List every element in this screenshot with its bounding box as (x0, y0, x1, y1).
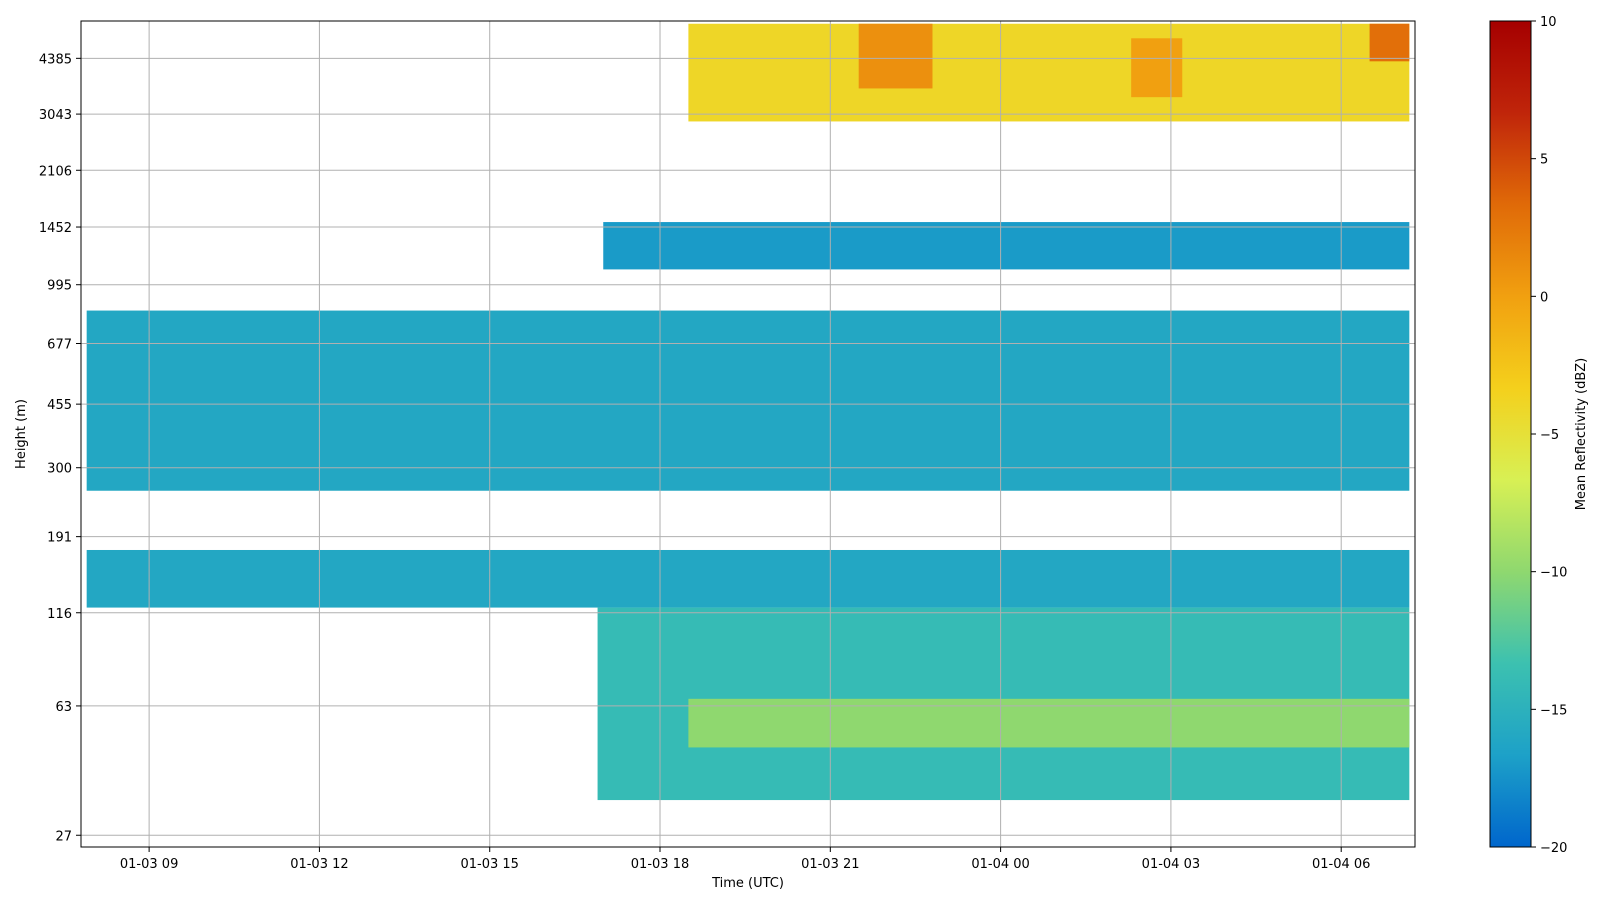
heatmap-region-8 (1369, 23, 1410, 62)
y-axis-title: Height (m) (14, 399, 29, 469)
x-axis-title: Time (UTC) (711, 876, 784, 891)
y-tick-label: 455 (47, 398, 72, 413)
colorbar-tick-label: −15 (1540, 703, 1567, 718)
x-tick-label: 01-03 18 (631, 857, 689, 872)
y-tick-label: 1452 (39, 221, 72, 236)
x-tick-label: 01-03 21 (801, 857, 859, 872)
heatmap-region-3 (688, 698, 1410, 748)
x-tick-label: 01-04 06 (1312, 857, 1370, 872)
plot-frame (80, 20, 1416, 848)
colorbar-gradient (1489, 20, 1532, 848)
x-tick-label: 01-04 00 (971, 857, 1029, 872)
colorbar-tick-label: 5 (1540, 153, 1548, 168)
y-tick-label: 27 (55, 829, 72, 844)
colorbar-title: Mean Reflectivity (dBZ) (1574, 358, 1589, 511)
y-tick-label: 300 (47, 462, 72, 477)
y-tick-label: 63 (55, 700, 72, 715)
y-tick-label: 116 (47, 607, 72, 622)
y-axis-ticks: 27 63 116 191 300 455 677 995 1452 2106 3043 4385 (39, 52, 81, 844)
x-tick-label: 01-03 12 (290, 857, 348, 872)
reflectivity-heatmap (86, 23, 1410, 801)
x-axis-ticks: 01-03 09 01-03 12 01-03 15 01-03 18 01-03 21… (120, 847, 1370, 872)
colorbar-tick-label: −10 (1540, 566, 1567, 581)
x-tick-label: 01-04 03 (1142, 857, 1200, 872)
heatmap-region-5 (688, 23, 1410, 122)
heatmap-region-0 (86, 310, 1410, 491)
heatmap-region-7 (1131, 38, 1183, 98)
heatmap-region-4 (603, 222, 1410, 270)
grid-lines (81, 21, 1415, 847)
heatmap-region-6 (858, 23, 933, 89)
y-tick-label: 3043 (39, 108, 72, 123)
y-tick-label: 677 (47, 337, 72, 352)
colorbar-tick-label: −5 (1540, 428, 1559, 443)
colorbar-tick-label: 10 (1540, 15, 1557, 30)
x-tick-label: 01-03 09 (120, 857, 178, 872)
colorbar-tick-label: 0 (1540, 290, 1548, 305)
colorbar-ticks: 10 5 0 −5 −10 −15 −20 (1531, 15, 1567, 856)
y-tick-label: 995 (47, 279, 72, 294)
heatmap-region-1 (86, 549, 1410, 608)
x-tick-label: 01-03 15 (460, 857, 518, 872)
y-tick-label: 2106 (39, 164, 72, 179)
y-tick-label: 191 (47, 531, 72, 546)
y-tick-label: 4385 (39, 52, 72, 67)
colorbar-tick-label: −20 (1540, 841, 1567, 856)
